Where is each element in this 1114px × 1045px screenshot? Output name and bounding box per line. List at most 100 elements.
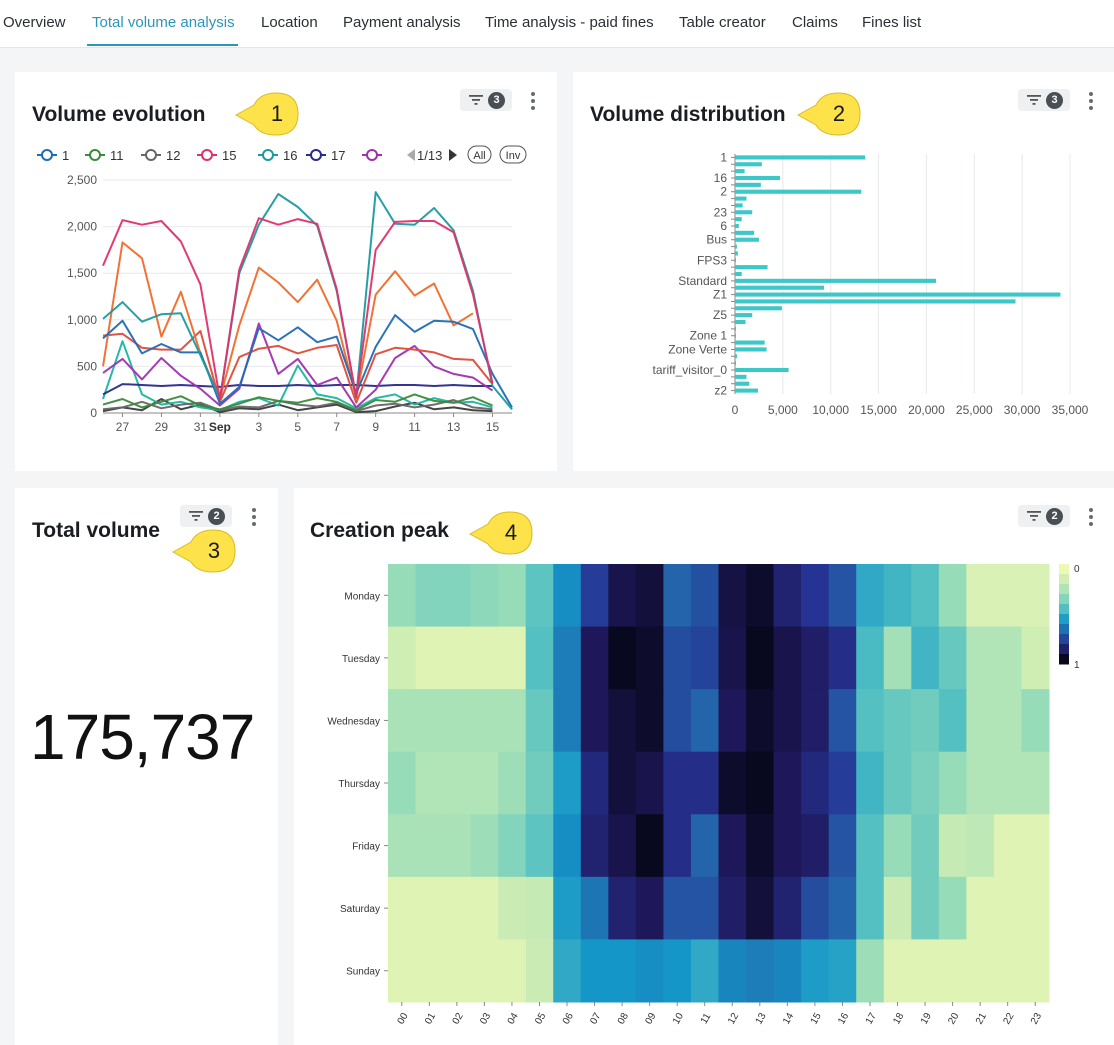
heatmap-cell [746, 689, 775, 753]
tab-overview[interactable]: Overview [3, 14, 66, 31]
x-tick-label: 9 [372, 420, 379, 434]
callout-number: 1 [270, 101, 284, 126]
heatmap-cell [525, 564, 554, 628]
col-label: 19 [919, 1011, 934, 1027]
heatmap-cell [773, 814, 802, 878]
more-options-icon[interactable] [528, 91, 538, 111]
legend-label: 1 [62, 148, 69, 163]
heatmap-cell [498, 689, 527, 753]
tab-payment-analysis[interactable]: Payment analysis [343, 14, 461, 31]
col-label: 10 [671, 1011, 686, 1027]
heatmap-cell [415, 814, 444, 878]
y-tick-label: FPS3 [697, 253, 727, 267]
heatmap-cell [773, 564, 802, 628]
heatmap-cell [911, 564, 940, 628]
heatmap-cell [690, 939, 719, 1003]
creation-peak-card: Creation peak 2 Monday Tuesday Wednesday Th… [294, 488, 1114, 1045]
heatmap-cell [388, 564, 417, 628]
scale-label-max: 1 [1074, 660, 1080, 671]
bar [735, 285, 825, 290]
y-tick-label: 1 [720, 150, 727, 164]
series-line [102, 399, 493, 413]
active-tab-indicator [87, 44, 238, 46]
filter-icon [1027, 511, 1041, 521]
bar [735, 196, 747, 201]
bar [735, 175, 780, 181]
prev-page-icon[interactable] [407, 149, 415, 161]
series-line [102, 314, 513, 408]
heatmap-cell [470, 626, 499, 690]
heatmap-cell [553, 626, 582, 690]
heatmap-cell [470, 876, 499, 940]
bar [735, 230, 755, 235]
tab-table-creator[interactable]: Table creator [679, 14, 766, 31]
legend-inv-label: Inv [506, 150, 521, 162]
col-label: 07 [588, 1011, 603, 1027]
bar [735, 162, 762, 167]
legend-item[interactable] [362, 149, 382, 161]
x-tick-label: 0 [732, 403, 739, 417]
legend-item[interactable]: 16 [258, 148, 297, 163]
tab-total-volume-analysis[interactable]: Total volume analysis [92, 14, 235, 31]
heatmap-cell [635, 876, 664, 940]
legend-label: 17 [331, 148, 345, 163]
heatmap-cell [608, 689, 637, 753]
bar [735, 258, 736, 263]
legend-item[interactable]: 12 [141, 148, 180, 163]
bar [735, 271, 742, 277]
creation-peak-heatmap: Monday Tuesday Wednesday Thursday Friday Satu… [327, 564, 1080, 1027]
heatmap-cell [498, 564, 527, 628]
row-label: Sunday [346, 967, 380, 978]
more-options-icon[interactable] [249, 507, 259, 527]
heatmap-cell [1021, 689, 1050, 753]
more-options-icon[interactable] [1086, 91, 1096, 111]
legend-marker [41, 149, 53, 161]
legend-label: 15 [222, 148, 236, 163]
bar [735, 319, 746, 325]
y-tick-label: 1,000 [67, 313, 97, 327]
tab-fines-list[interactable]: Fines list [862, 14, 922, 31]
y-tick-label: Z1 [713, 288, 727, 302]
legend-item[interactable]: 11 [85, 148, 124, 163]
legend-item[interactable]: 1 [37, 148, 69, 163]
heatmap-cell [856, 876, 885, 940]
y-tick-label: Z5 [713, 308, 727, 322]
legend-all-button[interactable] [467, 145, 492, 164]
tab-location[interactable]: Location [261, 14, 318, 31]
legend-all-label: All [473, 150, 485, 162]
scale-segment [1059, 564, 1069, 575]
legend-item[interactable]: 17 [306, 148, 345, 163]
tab-claims[interactable]: Claims [792, 14, 838, 31]
heatmap-cell [663, 939, 692, 1003]
heatmap-cell [993, 564, 1022, 628]
volume-evolution-chart: 1 11 12 15 16 17 1/13 All Inv05001,0001,5002,000… [37, 145, 527, 434]
heatmap-cell [580, 564, 609, 628]
heatmap-cell [828, 689, 857, 753]
heatmap-cell [415, 751, 444, 815]
scale-segment [1059, 624, 1069, 635]
heatmap-cell [635, 751, 664, 815]
volume-distribution-chart: 0 5,000 10,000 15,000 20,000 25,000 30,000 35,0… [653, 150, 1089, 417]
heatmap-cell [635, 626, 664, 690]
heatmap-cell [525, 626, 554, 690]
tab-time-analysis-paid-fines[interactable]: Time analysis - paid fines [485, 14, 654, 31]
legend-item[interactable]: 15 [197, 148, 236, 163]
filter-button[interactable]: 3 [1018, 89, 1070, 111]
filter-button[interactable]: 3 [460, 89, 512, 111]
next-page-icon[interactable] [449, 149, 457, 161]
col-label: 02 [451, 1011, 466, 1027]
heatmap-cell [415, 689, 444, 753]
bar [735, 169, 745, 174]
heatmap-cell [801, 751, 830, 815]
heatmap-cell [388, 751, 417, 815]
heatmap-cell [1021, 751, 1050, 815]
heatmap-cell [553, 814, 582, 878]
filter-button[interactable]: 2 [1018, 505, 1070, 527]
legend-inv-button[interactable] [499, 145, 527, 164]
heatmap-cell [801, 564, 830, 628]
heatmap-cell [663, 564, 692, 628]
filter-button[interactable]: 2 [180, 505, 232, 527]
legend-label: 12 [166, 148, 180, 163]
more-options-icon[interactable] [1086, 507, 1096, 527]
bar [735, 354, 737, 359]
